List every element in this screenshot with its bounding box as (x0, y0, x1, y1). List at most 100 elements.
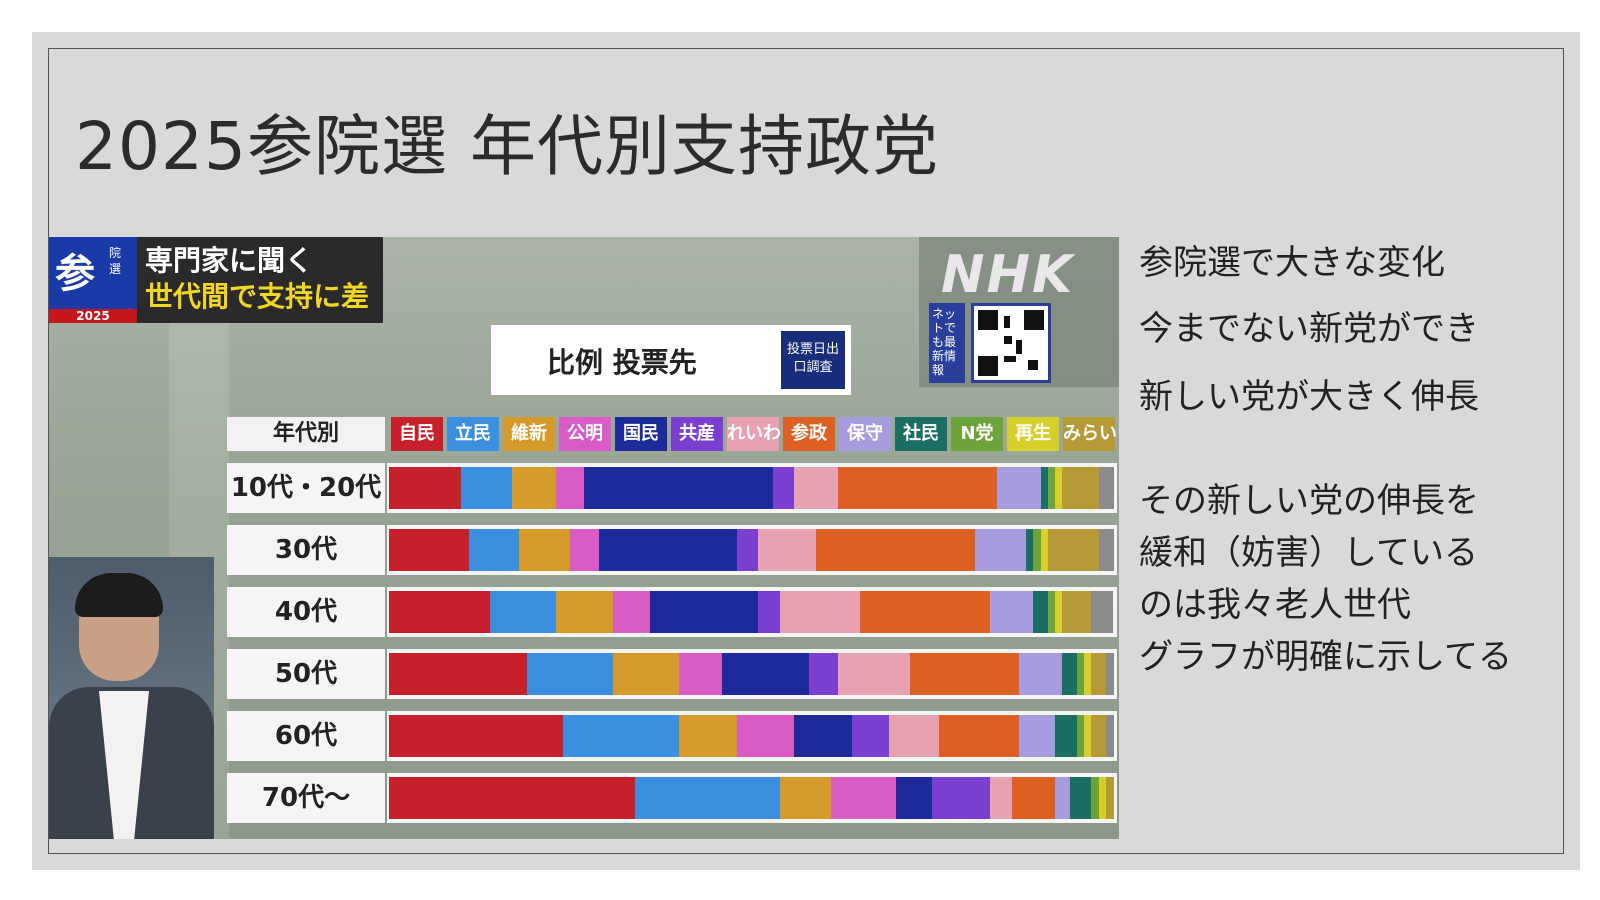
bar-segment (1055, 591, 1064, 633)
bar-segment (562, 715, 679, 757)
bar-segment (584, 467, 774, 509)
slide: 2025参院選 年代別支持政党 参 院選 2025 専門家に聞く 世代間で支持に… (48, 48, 1564, 854)
bar-segment (1026, 529, 1035, 571)
legend-item: 保守 (839, 417, 891, 451)
bar-segment (859, 591, 991, 633)
bar-segment (1055, 777, 1071, 819)
bar-segment (997, 467, 1042, 509)
bar-segment (613, 653, 680, 695)
bar-segment (1091, 591, 1114, 633)
bar-segment (1084, 653, 1093, 695)
bar-segment (794, 467, 839, 509)
note-line: 今までない新党ができ (1139, 309, 1479, 349)
badge-main-text: 参 (55, 251, 95, 297)
bar-segment (649, 591, 759, 633)
note-line: 新しい党が大きく伸長 (1139, 377, 1479, 417)
category-header: 年代別 (227, 417, 385, 451)
bar-segment (389, 529, 469, 571)
bar-segment (758, 591, 781, 633)
bar-segment (888, 715, 940, 757)
bar-segment (1018, 715, 1056, 757)
category-label: 60代 (227, 711, 385, 761)
bar-segment (1033, 529, 1042, 571)
chart-title-box: 比例 投票先 投票日出口調査 (491, 325, 851, 395)
bar-segment (830, 777, 897, 819)
bar-segment (519, 529, 571, 571)
bar-segment (989, 591, 1034, 633)
legend-item: 維新 (503, 417, 555, 451)
bar-segment (598, 529, 737, 571)
bar-segment (852, 715, 890, 757)
category-label: 30代 (227, 525, 385, 575)
slide-title: 2025参院選 年代別支持政党 (75, 108, 939, 185)
bar-segment (555, 467, 585, 509)
bar-segment (613, 591, 651, 633)
legend-item: 自民 (391, 417, 443, 451)
bar-segment (939, 715, 1020, 757)
legend-item: れいわ (727, 417, 781, 451)
bar-segment (490, 591, 557, 633)
bar-segment (1055, 467, 1064, 509)
bar-segment (678, 653, 723, 695)
bar-segment (1076, 715, 1085, 757)
category-label: 70代〜 (227, 773, 385, 823)
note-line: グラフが明確に示してる (1139, 637, 1512, 677)
note-line: その新しい党の伸長を (1139, 481, 1479, 521)
category-label: 10代・20代 (227, 463, 385, 513)
bar-segment (1076, 653, 1085, 695)
category-label: 50代 (227, 649, 385, 699)
nhk-logo: NHK (941, 245, 1075, 305)
bar-segment (837, 467, 998, 509)
bar-segment (555, 591, 614, 633)
bar-segment (389, 715, 563, 757)
bar-segment (526, 653, 614, 695)
bar-segment (722, 653, 810, 695)
bar-segment (1055, 715, 1078, 757)
bar-segment (1098, 467, 1114, 509)
bar-segment (635, 777, 781, 819)
bar-segment (389, 591, 491, 633)
bar-segment (932, 777, 990, 819)
bar-segment (1011, 777, 1056, 819)
bar-segment (389, 777, 636, 819)
bar-segment (758, 529, 817, 571)
bar-segment (1040, 529, 1049, 571)
bar-segment (1098, 777, 1107, 819)
bar-segment (1033, 591, 1049, 633)
legend-item: 参政 (783, 417, 835, 451)
bar-segment (1040, 467, 1049, 509)
caption-line-2: 世代間で支持に差 (145, 280, 370, 313)
bar-segment (678, 715, 737, 757)
exit-poll-label: 投票日出口調査 (781, 331, 845, 389)
legend-item: みらい (1063, 417, 1117, 451)
bar-segment (837, 653, 911, 695)
bar-segment (910, 653, 1020, 695)
badge-sub-text: 院選 (109, 246, 122, 276)
bar-segment (1069, 777, 1092, 819)
bar-segment (468, 529, 520, 571)
bar-segment (779, 777, 831, 819)
bar-segment (779, 591, 860, 633)
bar-segment (1062, 467, 1100, 509)
bar-segment (975, 529, 1027, 571)
bar-segment (794, 715, 853, 757)
legend-item: N党 (951, 417, 1003, 451)
bar-segment (1047, 591, 1056, 633)
category-label: 40代 (227, 587, 385, 637)
qr-code-icon (971, 303, 1051, 383)
bar-segment (1018, 653, 1063, 695)
bar-segment (1091, 653, 1107, 695)
bar-segment (1062, 591, 1092, 633)
bar-segment (736, 529, 759, 571)
bar-segment (1091, 777, 1100, 819)
note-line: 緩和（妨害）している (1139, 533, 1478, 573)
chart-title: 比例 投票先 (547, 346, 697, 379)
bar-segment (389, 467, 462, 509)
network-info-label: ネットでも最新情報 (929, 303, 965, 383)
bar-segment (389, 653, 527, 695)
election-badge: 参 院選 2025 (49, 237, 137, 323)
commentator-image (49, 557, 214, 839)
bar-segment (1105, 715, 1114, 757)
note-line: のは我々老人世代 (1139, 585, 1411, 625)
bar-segment (1047, 467, 1056, 509)
